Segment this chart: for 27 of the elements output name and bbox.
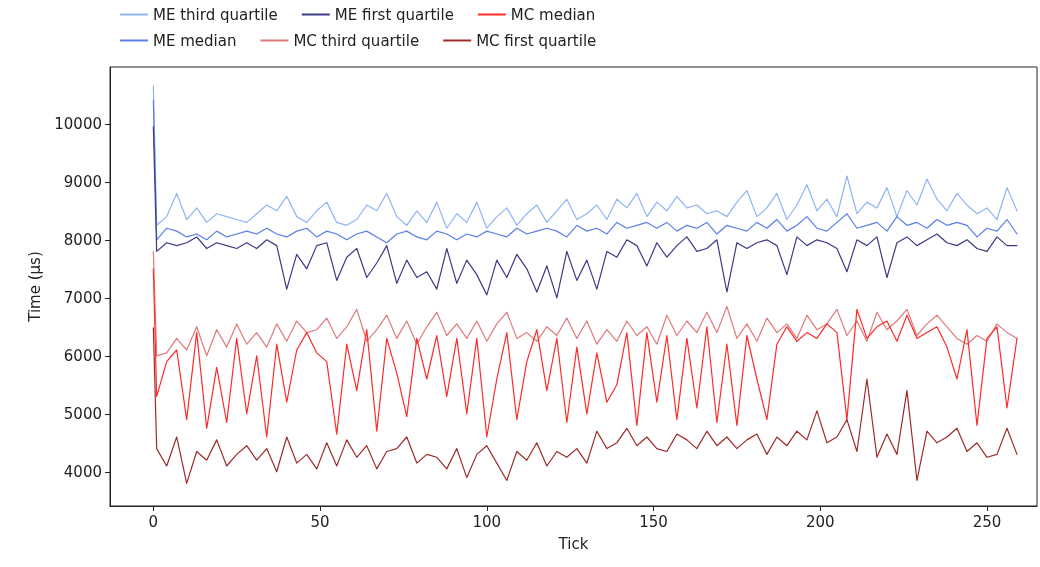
legend-label: MC median	[510, 5, 596, 24]
legend-label: MC third quartile	[293, 31, 420, 50]
legend-label: ME median	[153, 31, 237, 50]
y-tick-label: 8000	[63, 230, 102, 249]
x-tick-label: 0	[148, 512, 159, 531]
line-series	[152, 126, 1018, 299]
y-axis-title: Time (µs)	[25, 251, 44, 323]
legend-label: MC first quartile	[476, 31, 597, 50]
x-tick-label: 250	[972, 512, 1002, 531]
y-tick-label: 9000	[63, 172, 102, 191]
y-tick-label: 4000	[63, 462, 102, 481]
line-series	[152, 85, 1018, 229]
x-axis-title: Tick	[557, 534, 589, 553]
y-tick-label: 5000	[63, 404, 102, 423]
x-tick-label: 200	[805, 512, 835, 531]
line-series	[152, 327, 1018, 484]
y-tick-label: 6000	[63, 346, 102, 365]
x-tick-label: 50	[310, 512, 330, 531]
line-series	[152, 100, 1018, 244]
line-series	[152, 250, 1018, 357]
legend-label: ME first quartile	[334, 5, 454, 24]
x-tick-label: 150	[639, 512, 668, 531]
legend-label: ME third quartile	[153, 5, 278, 24]
y-tick-label: 10000	[54, 114, 102, 133]
line-series	[152, 268, 1018, 438]
y-tick-label: 7000	[63, 288, 102, 307]
x-tick-label: 100	[472, 512, 502, 531]
